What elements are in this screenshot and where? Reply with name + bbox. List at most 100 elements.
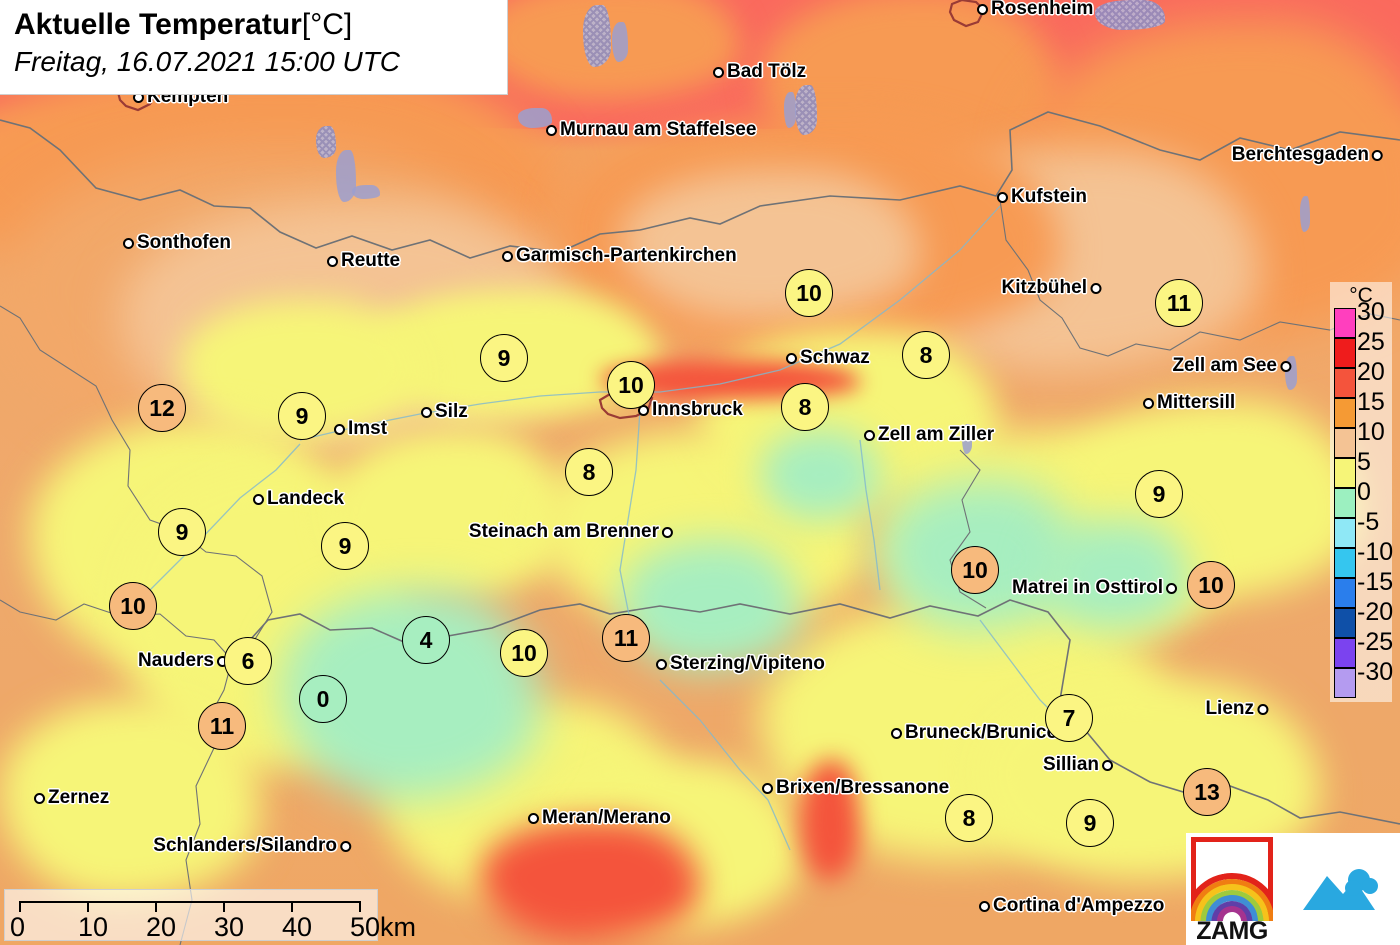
station-temperature-marker[interactable]: 7 <box>1045 694 1093 742</box>
city-name-text: Sterzing/Vipiteno <box>670 653 825 674</box>
station-temperature-marker[interactable]: 11 <box>602 614 650 662</box>
legend-value-label: 5 <box>1357 448 1371 476</box>
scale-tick <box>291 901 293 912</box>
station-temperature-marker[interactable]: 11 <box>198 702 246 750</box>
zamg-rainbow-icon <box>1191 859 1273 921</box>
city-label: Brixen/Bressanone <box>762 777 949 799</box>
terrain-patch <box>760 430 880 520</box>
city-name-text: Innsbruck <box>652 399 743 420</box>
legend-value-label: 0 <box>1357 478 1371 506</box>
legend-entry: 5 <box>1334 448 1390 488</box>
station-temperature-marker[interactable]: 9 <box>158 508 206 556</box>
legend-swatch <box>1334 338 1356 368</box>
city-label: Schlanders/Silandro <box>153 835 351 857</box>
city-label: Reutte <box>327 250 400 272</box>
city-label: Garmisch-Partenkirchen <box>502 245 737 267</box>
scale-tick <box>87 901 89 912</box>
zamg-logo[interactable]: ZAMG <box>1186 833 1278 945</box>
station-temperature-marker[interactable]: 8 <box>565 448 613 496</box>
title-unit-text: [°C] <box>301 8 353 41</box>
city-name-text: Meran/Merano <box>542 807 671 828</box>
city-marker-dot <box>891 727 902 739</box>
city-name-text: Zell am Ziller <box>878 424 995 445</box>
title-box: Aktuelle Temperatur[°C] Freitag, 16.07.2… <box>0 0 508 95</box>
lake-koenigssee <box>1300 196 1310 232</box>
station-temperature-marker[interactable]: 9 <box>1066 799 1114 847</box>
station-temperature-marker[interactable]: 8 <box>945 794 993 842</box>
terrain-patch <box>620 540 800 670</box>
station-temperature-marker[interactable]: 12 <box>138 384 186 432</box>
station-temperature-marker[interactable]: 10 <box>951 546 999 594</box>
city-label: Silz <box>421 401 468 423</box>
scale-tick-label: 40 <box>282 912 313 942</box>
legend-entry: -5 <box>1334 508 1390 548</box>
terrain-patch <box>330 430 570 600</box>
city-label: Innsbruck <box>638 399 743 421</box>
lake-chiemsee <box>1095 0 1165 30</box>
city-label: Landeck <box>253 488 344 510</box>
city-marker-dot <box>1257 703 1268 715</box>
city-label: Bruneck/Brunico <box>891 722 1058 744</box>
city-marker-dot <box>1090 282 1101 294</box>
city-name-text: Brixen/Bressanone <box>776 777 950 798</box>
station-temperature-marker[interactable]: 10 <box>500 629 548 677</box>
station-temperature-marker[interactable]: 9 <box>321 522 369 570</box>
city-label: Lienz <box>1205 698 1268 720</box>
city-name-text: Bad Tölz <box>727 61 807 82</box>
city-name-text: Zell am See <box>1172 355 1277 376</box>
city-name-text: Murnau am Staffelsee <box>560 119 757 140</box>
city-label: Rosenheim <box>977 0 1093 20</box>
lake-plansee <box>352 185 380 199</box>
scale-tick-label: 30 <box>214 912 245 942</box>
station-temperature-marker[interactable]: 4 <box>402 616 450 664</box>
scale-ruler-line <box>19 901 359 903</box>
station-temperature-marker[interactable]: 8 <box>902 331 950 379</box>
legend-swatch <box>1334 488 1356 518</box>
city-label: Cortina d'Ampezzo <box>979 895 1164 917</box>
city-name-text: Lienz <box>1205 698 1254 719</box>
city-marker-dot <box>1102 759 1113 771</box>
station-temperature-marker[interactable]: 9 <box>480 334 528 382</box>
city-marker-dot <box>997 191 1008 203</box>
title-main-text: Aktuelle Temperatur <box>14 8 302 41</box>
station-temperature-marker[interactable]: 0 <box>299 675 347 723</box>
legend-value-label: -5 <box>1357 508 1380 536</box>
station-temperature-marker[interactable]: 10 <box>109 582 157 630</box>
legend-entry: 10 <box>1334 418 1390 458</box>
station-temperature-marker[interactable]: 10 <box>785 269 833 317</box>
city-marker-dot <box>502 250 513 262</box>
city-marker-dot <box>334 423 345 435</box>
legend-swatch <box>1334 638 1356 668</box>
city-marker-dot <box>713 66 724 78</box>
station-temperature-marker[interactable]: 11 <box>1155 279 1203 327</box>
station-temperature-marker[interactable]: 6 <box>224 637 272 685</box>
lake-hopfensee <box>316 126 336 158</box>
scale-tick <box>223 901 225 912</box>
city-marker-dot <box>1143 397 1154 409</box>
geosphere-logo[interactable] <box>1278 833 1400 945</box>
terrain-patch <box>480 820 700 940</box>
city-name-text: Sonthofen <box>137 232 231 253</box>
city-marker-dot <box>656 658 667 670</box>
station-temperature-marker[interactable]: 9 <box>1135 470 1183 518</box>
city-label: Matrei in Osttirol <box>1012 577 1177 599</box>
legend-swatch <box>1334 608 1356 638</box>
city-marker-dot <box>1166 582 1177 594</box>
station-temperature-marker[interactable]: 9 <box>278 392 326 440</box>
legend-value-label: -25 <box>1357 628 1394 656</box>
legend-swatch <box>1334 308 1356 338</box>
city-marker-dot <box>1280 360 1291 372</box>
station-temperature-marker[interactable]: 8 <box>781 383 829 431</box>
scale-tick <box>155 901 157 912</box>
city-label: Kitzbühel <box>1002 277 1101 299</box>
city-marker-dot <box>340 840 351 852</box>
legend-entry: -10 <box>1334 538 1393 578</box>
city-name-text: Landeck <box>267 488 345 509</box>
station-temperature-marker[interactable]: 13 <box>1183 768 1231 816</box>
city-label: Berchtesgaden <box>1232 144 1383 166</box>
scale-tick-labels: 0 10 20 30 40 50km <box>5 912 416 942</box>
station-temperature-marker[interactable]: 10 <box>607 361 655 409</box>
city-marker-dot <box>34 792 45 804</box>
city-marker-dot <box>123 237 134 249</box>
station-temperature-marker[interactable]: 10 <box>1187 561 1235 609</box>
